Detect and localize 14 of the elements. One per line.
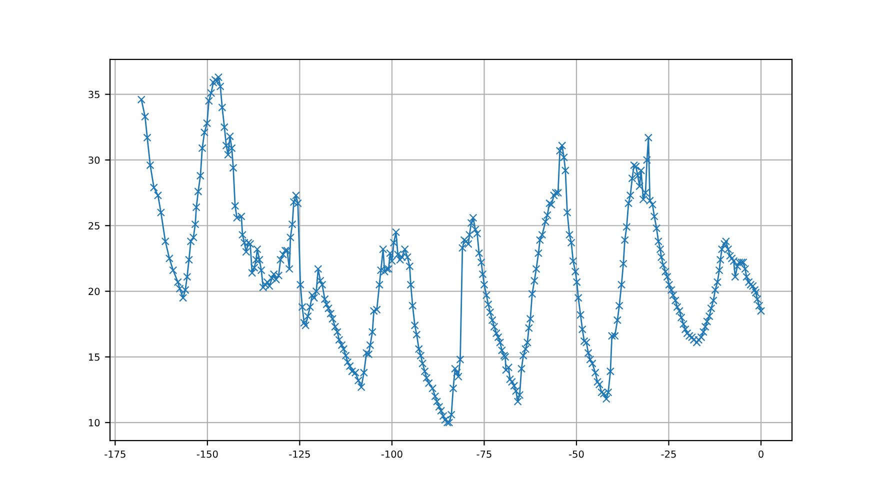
y-tick-label: 30 [88, 156, 100, 164]
x-tick-label: -175 [104, 450, 126, 458]
x-tick-label: -75 [476, 450, 492, 458]
x-tick-label: -150 [196, 450, 218, 458]
y-tick-label: 35 [88, 90, 100, 98]
x-tick-label: -100 [381, 450, 402, 458]
x-tick-label: 0 [758, 450, 764, 458]
y-tick-label: 25 [88, 222, 100, 230]
x-tick-label: -125 [289, 450, 310, 458]
y-tick-label: 15 [88, 354, 100, 361]
x-tick-label: -25 [661, 450, 676, 458]
y-tick-label: 20 [88, 288, 100, 296]
x-tick-label: -50 [569, 450, 584, 458]
y-tick-label: 10 [88, 419, 100, 426]
